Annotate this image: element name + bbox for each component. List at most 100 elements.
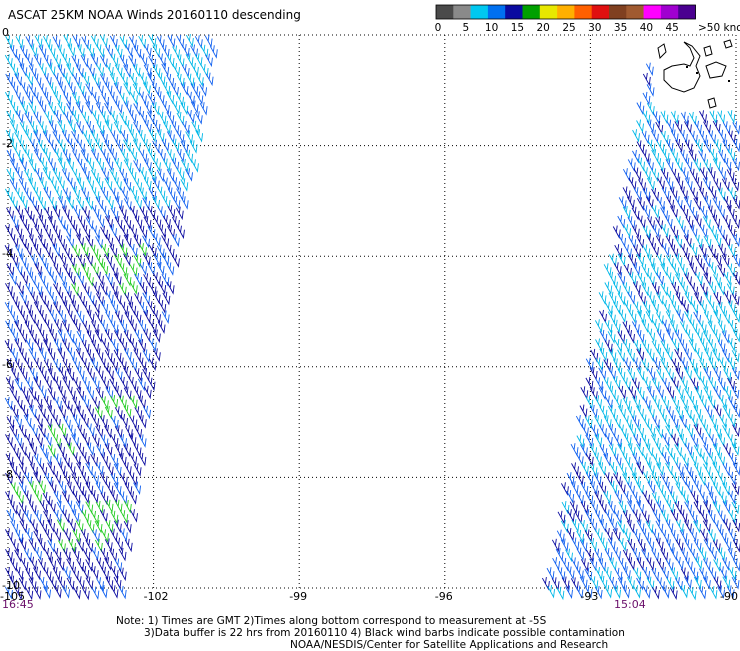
wind-barb xyxy=(626,519,635,534)
wind-barb xyxy=(42,491,51,506)
wind-barb xyxy=(15,110,24,124)
wind-barb xyxy=(143,273,152,287)
wind-barb xyxy=(72,396,81,411)
wind-barb xyxy=(29,196,38,211)
wind-barb xyxy=(53,490,62,505)
wind-barb xyxy=(618,557,627,572)
wind-barb xyxy=(113,121,122,135)
wind-barb xyxy=(708,452,717,466)
wind-barb xyxy=(48,176,57,191)
wind-barb xyxy=(85,101,94,115)
wind-barb xyxy=(134,425,143,439)
wind-barb xyxy=(43,358,52,373)
wind-barb xyxy=(58,81,66,96)
wind-barb xyxy=(91,433,100,448)
wind-barb xyxy=(110,415,119,430)
wind-barb xyxy=(613,585,622,600)
wind-barb xyxy=(693,538,702,553)
wind-barb xyxy=(114,157,122,172)
wind-barb xyxy=(152,44,161,58)
wind-barb xyxy=(723,290,732,305)
wind-barb xyxy=(599,518,607,533)
wind-barb xyxy=(713,367,721,381)
wind-barb xyxy=(713,482,721,496)
legend-color-swatch xyxy=(678,5,696,19)
wind-barb xyxy=(123,233,132,248)
wind-barb xyxy=(114,444,123,458)
wind-barb xyxy=(699,167,708,181)
wind-barb xyxy=(9,461,18,476)
wind-barb xyxy=(699,338,708,352)
wind-barb xyxy=(661,452,670,466)
wind-barb xyxy=(642,187,651,202)
wind-barb xyxy=(57,386,66,400)
wind-barb xyxy=(598,291,607,305)
wind-barb xyxy=(81,206,90,220)
wind-barb xyxy=(105,273,113,287)
wind-barb xyxy=(10,101,19,116)
wind-barb xyxy=(109,34,118,49)
wind-barb xyxy=(142,349,151,363)
wind-barb xyxy=(688,339,697,353)
wind-barb xyxy=(703,366,712,381)
wind-barb xyxy=(713,576,722,590)
wind-barb xyxy=(689,358,698,373)
wind-barb xyxy=(636,423,645,438)
wind-barb xyxy=(712,348,721,363)
island-outline xyxy=(657,43,667,60)
wind-barb xyxy=(73,586,81,600)
wind-barb xyxy=(180,82,189,96)
wind-barb xyxy=(162,177,171,192)
wind-barb xyxy=(647,367,656,382)
wind-barb xyxy=(702,215,711,229)
wind-barb xyxy=(138,357,147,372)
wind-barb xyxy=(589,387,598,401)
wind-barb xyxy=(53,90,62,105)
wind-barb xyxy=(105,290,114,305)
wind-barb xyxy=(37,139,46,154)
wind-barb xyxy=(660,206,669,220)
wind-barb xyxy=(638,178,646,192)
wind-barb xyxy=(37,234,46,249)
wind-barb xyxy=(109,110,118,125)
wind-barb xyxy=(24,111,33,126)
wind-barb xyxy=(595,377,604,391)
wind-barb xyxy=(166,130,175,144)
wind-barb xyxy=(4,396,13,411)
wind-barb xyxy=(707,320,716,335)
wind-barb xyxy=(571,462,579,476)
wind-barb xyxy=(61,205,70,219)
wind-barb xyxy=(631,206,640,221)
wind-barb xyxy=(24,528,33,542)
wind-barb xyxy=(608,366,616,381)
islet xyxy=(728,80,730,82)
wind-barb xyxy=(708,491,717,506)
wind-barb xyxy=(133,463,142,477)
wind-barb xyxy=(624,263,632,278)
wind-barb xyxy=(152,119,161,134)
wind-barb xyxy=(123,158,132,173)
wind-barb xyxy=(19,329,28,344)
wind-barb xyxy=(661,396,670,410)
wind-barb xyxy=(703,139,712,154)
wind-barb xyxy=(28,64,37,78)
wind-barb xyxy=(129,415,138,430)
legend-color-swatch xyxy=(643,5,662,19)
wind-barb xyxy=(52,130,61,144)
legend-color-swatch xyxy=(591,5,610,19)
wind-barb xyxy=(29,462,38,477)
wind-barb xyxy=(690,282,699,297)
wind-barb xyxy=(732,121,740,135)
wind-barb xyxy=(14,377,23,392)
wind-barb xyxy=(96,121,105,135)
wind-barb xyxy=(694,177,703,191)
wind-barb xyxy=(622,528,631,542)
wind-barb xyxy=(57,347,66,362)
wind-barb xyxy=(693,444,702,458)
wind-barb xyxy=(52,35,61,50)
wind-barb xyxy=(6,262,15,277)
wind-barb xyxy=(129,263,138,277)
wind-barb xyxy=(56,501,65,515)
wind-barb xyxy=(95,462,104,476)
wind-barb xyxy=(110,320,119,335)
